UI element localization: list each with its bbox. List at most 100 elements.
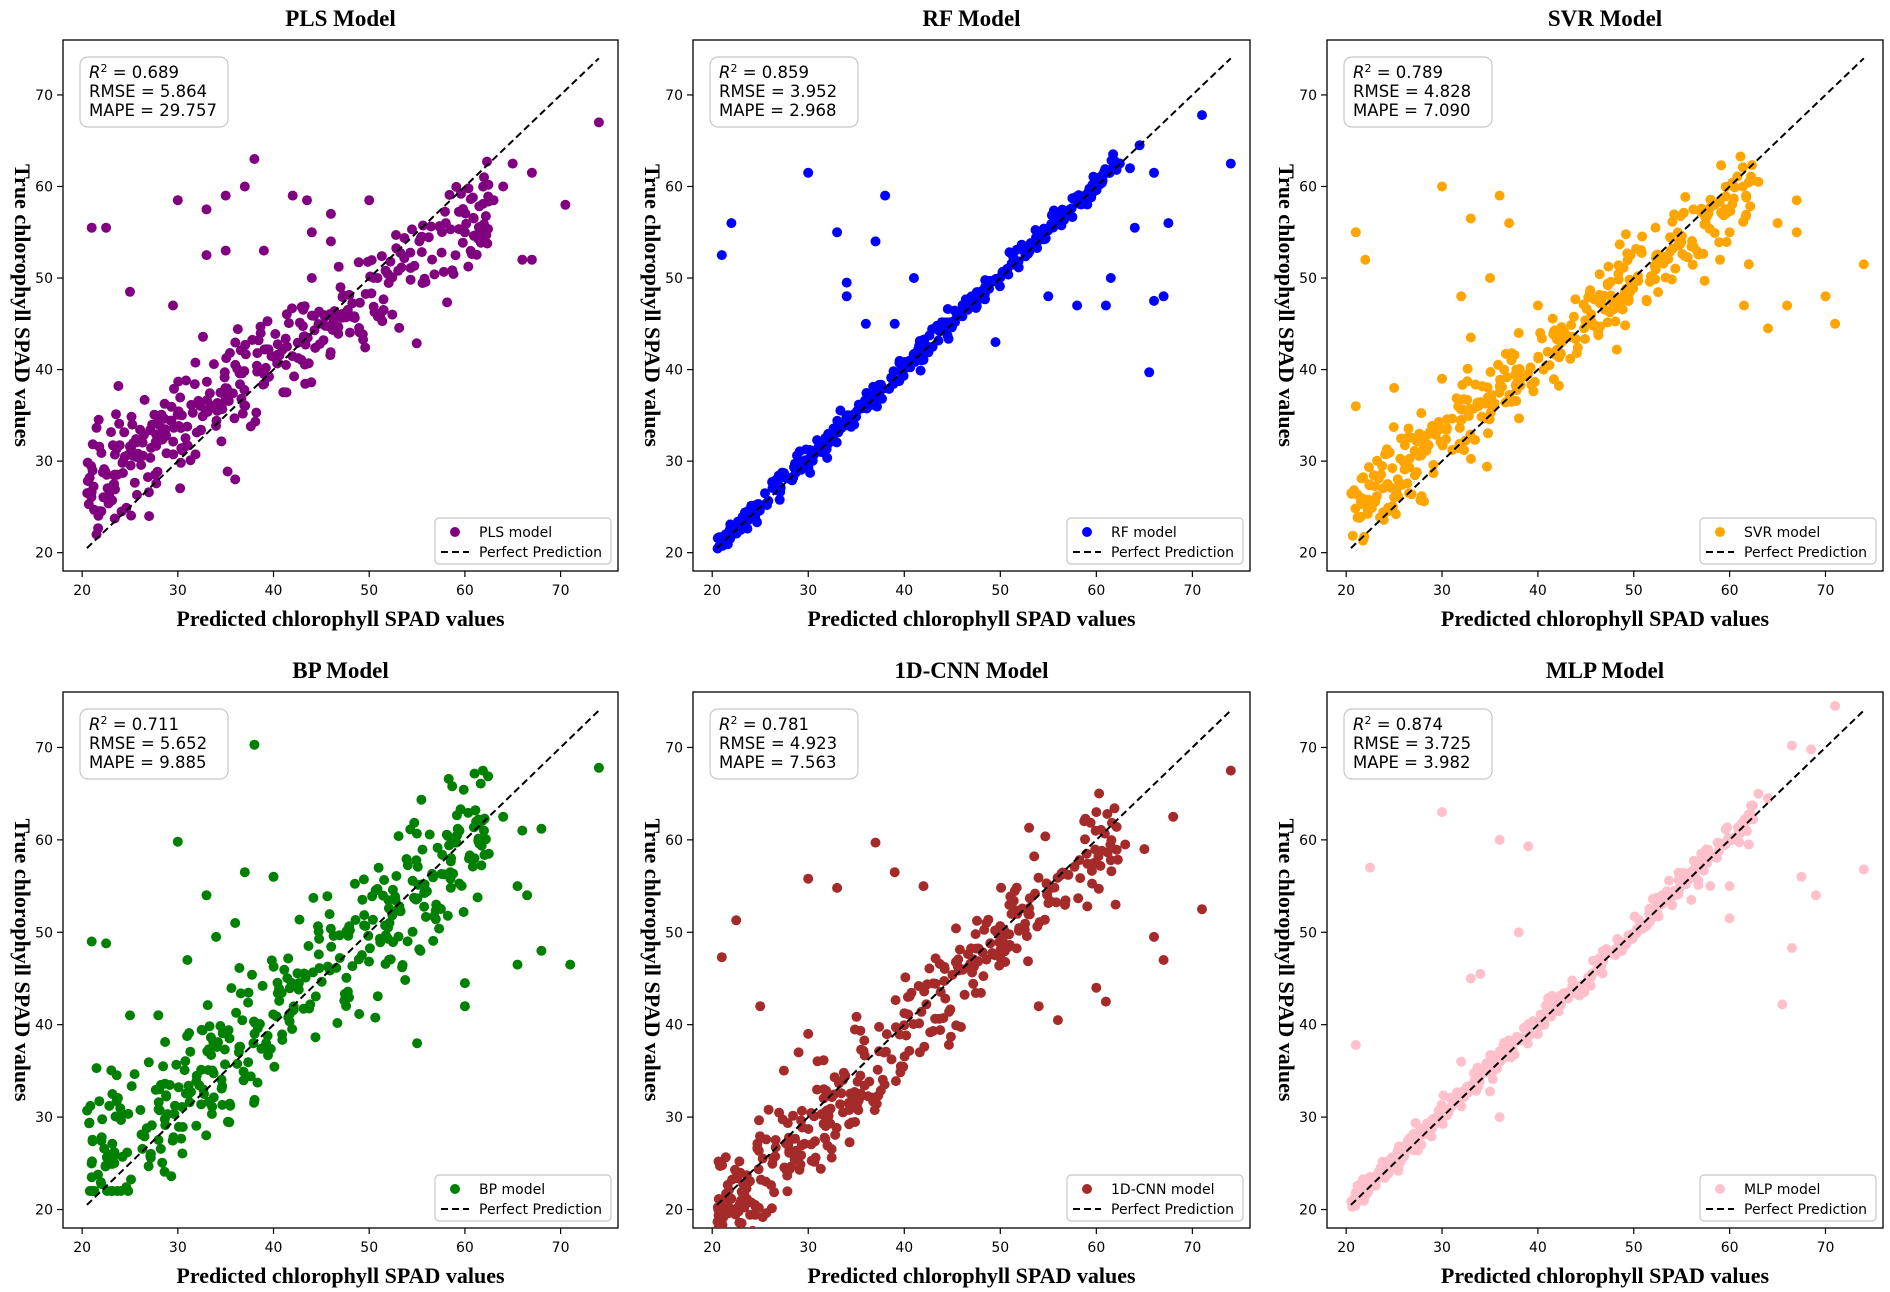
data-point [399,233,410,243]
data-point [856,402,867,413]
legend [1699,517,1877,565]
r2-value: = 0.781 [737,715,809,734]
metrics-box [79,56,229,128]
rmse-metric: RMSE = 3.725 [1353,734,1471,753]
data-point [324,909,335,920]
data-point [1705,881,1716,892]
data-point [1729,182,1740,193]
data-point [249,739,260,750]
data-point [146,442,157,453]
data-point [263,1050,273,1061]
y-tick-label: 20 [1299,546,1317,562]
data-point [809,1156,820,1167]
data-point [1556,337,1566,348]
data-point [914,340,925,351]
r2-symbol: R [89,63,100,82]
data-point [256,1043,267,1054]
y-axis-label: True chlorophyll SPAD values [640,164,665,447]
y-tick-label: 20 [1299,1203,1317,1219]
data-point [1556,322,1567,333]
data-point [761,1134,772,1145]
data-point [1739,300,1749,311]
data-point [1356,473,1367,484]
plot-frame [692,691,1251,1229]
data-point [359,910,370,921]
data-point [1724,227,1735,238]
data-point [264,371,274,382]
data-point [1442,1110,1453,1121]
data-point [720,1152,731,1163]
data-point [168,300,178,311]
data-point [1456,414,1467,425]
data-point [1094,788,1105,799]
y-tick-label: 60 [35,833,53,849]
data-point [1791,227,1802,238]
data-point [1580,315,1591,326]
data-point [199,1089,209,1099]
data-point [1501,1051,1512,1062]
data-point [452,830,463,841]
data-point [1479,413,1490,424]
data-point [364,943,375,954]
chart-panel-4: BP Model 20 30 40 50 60 70 20 30 40 50 60 70 Predicte… [10,658,619,1288]
data-point [845,1088,856,1099]
data-point [1437,181,1447,192]
data-point [153,419,164,430]
data-point [419,901,430,912]
data-point [1716,160,1727,171]
data-point [1699,275,1710,286]
data-point [230,359,241,370]
data-point [231,1007,242,1018]
data-point [459,227,470,238]
data-point [1149,931,1159,942]
data-point [310,1032,321,1043]
data-point [1475,968,1486,979]
data-point [263,344,274,355]
data-point [1005,891,1016,902]
data-point [426,221,436,232]
data-point [169,383,179,394]
data-point [526,254,537,265]
data-point [753,1145,764,1156]
data-point [1714,197,1725,208]
data-point [770,1135,781,1145]
data-point [1399,457,1410,468]
data-point [726,1193,737,1204]
data-point [859,1035,870,1046]
data-point [1715,254,1725,265]
data-point [180,1088,191,1099]
data-point [474,201,485,212]
data-point [239,867,250,878]
data-point [136,460,147,470]
data-point [1743,259,1754,270]
data-point [158,1061,169,1072]
data-point [735,1232,745,1242]
data-point [201,890,212,901]
data-point [1858,864,1869,875]
chart-title: BP Model [292,658,388,683]
x-tick-label: 20 [703,583,721,599]
r2-value: = 0.711 [107,715,179,734]
data-point [716,250,727,261]
data-point [1410,1118,1421,1128]
data-point [130,451,141,462]
data-point [222,466,233,477]
y-tick-label: 30 [665,1110,683,1126]
data-point [387,309,398,320]
x-tick-label: 60 [1087,1240,1105,1256]
data-point [1485,407,1496,418]
data-point [1105,273,1116,283]
plot-frame [692,39,1251,572]
data-point [217,1099,228,1110]
data-point [453,206,464,217]
rmse-metric: RMSE = 4.828 [1353,82,1471,101]
data-point [1513,328,1524,338]
data-point [220,245,231,256]
legend-label-perfect: Perfect Prediction [1744,545,1867,561]
data-point [432,842,443,853]
data-point [283,318,294,329]
data-point [201,376,212,387]
data-point [1777,999,1788,1010]
chart-panel-5: 1D-CNN Model 20 30 40 50 60 70 20 30 40 50 60 70 Pred… [640,658,1251,1288]
data-point [1714,237,1725,248]
